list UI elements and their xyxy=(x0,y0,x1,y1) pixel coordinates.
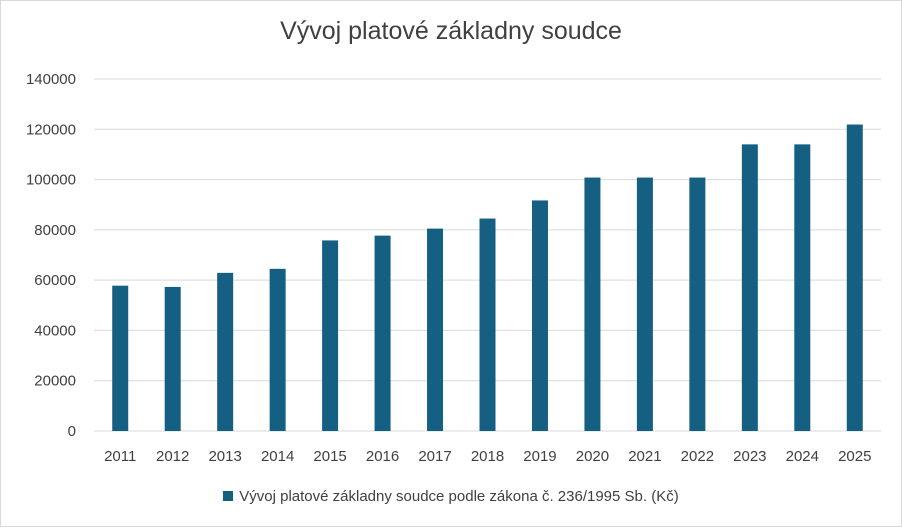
chart-title: Vývoj platové základny soudce xyxy=(280,17,622,45)
y-tick-label: 100000 xyxy=(26,172,76,189)
bar xyxy=(164,286,181,431)
bar xyxy=(636,177,653,431)
y-tick-label: 80000 xyxy=(34,222,76,239)
bar xyxy=(217,272,234,431)
bar xyxy=(584,177,601,431)
x-tick-label: 2016 xyxy=(366,448,399,465)
x-tick-label: 2015 xyxy=(313,448,346,465)
x-tick-label: 2018 xyxy=(471,448,504,465)
x-tick-label: 2012 xyxy=(156,448,189,465)
plot-area: 0 20000 40000 60000 80000 100000 120000 140000 2… xyxy=(26,71,881,465)
bar xyxy=(794,144,811,431)
x-tick-label: 2020 xyxy=(576,448,609,465)
bar xyxy=(689,177,706,431)
legend-label: Vývoj platové základny soudce podle záko… xyxy=(239,488,679,505)
bar xyxy=(269,268,286,431)
y-tick-label: 60000 xyxy=(34,272,76,289)
x-tick-label: 2013 xyxy=(208,448,241,465)
bar xyxy=(531,200,548,431)
legend: Vývoj platové základny soudce podle záko… xyxy=(1,488,901,505)
x-tick-label: 2014 xyxy=(261,448,294,465)
x-tick-label: 2025 xyxy=(838,448,871,465)
bar xyxy=(374,235,391,431)
bar xyxy=(427,228,444,431)
y-tick-label: 0 xyxy=(68,423,76,440)
x-tick-label: 2011 xyxy=(104,448,136,465)
bar xyxy=(479,218,496,431)
legend-swatch xyxy=(223,491,234,501)
x-tick-label: 2022 xyxy=(681,448,714,465)
y-tick-label: 20000 xyxy=(34,373,76,390)
x-tick-label: 2021 xyxy=(628,448,661,465)
bar xyxy=(112,285,129,431)
x-tick-label: 2017 xyxy=(418,448,451,465)
x-tick-label: 2019 xyxy=(523,448,556,465)
bar xyxy=(741,144,758,431)
bar xyxy=(846,124,863,431)
y-tick-label: 120000 xyxy=(26,121,76,138)
y-tick-label: 140000 xyxy=(26,71,76,88)
bar xyxy=(322,240,339,431)
y-tick-label: 40000 xyxy=(34,322,76,339)
x-tick-label: 2024 xyxy=(786,448,819,465)
x-tick-label: 2023 xyxy=(733,448,766,465)
